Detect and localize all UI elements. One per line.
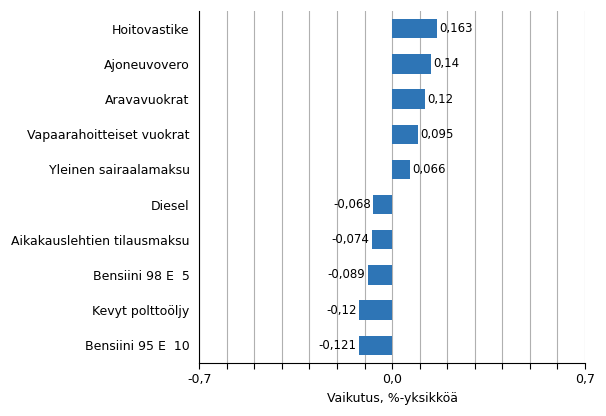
- Bar: [368, 265, 392, 285]
- Text: -0,068: -0,068: [333, 198, 371, 211]
- Text: 0,066: 0,066: [413, 163, 446, 176]
- Bar: [392, 124, 418, 144]
- Text: 0,14: 0,14: [433, 57, 459, 70]
- Bar: [371, 230, 392, 250]
- Text: -0,121: -0,121: [319, 339, 356, 352]
- Bar: [392, 54, 431, 74]
- Text: -0,089: -0,089: [328, 268, 365, 282]
- Text: -0,074: -0,074: [331, 233, 370, 246]
- X-axis label: Vaikutus, %-yksikköä: Vaikutus, %-yksikköä: [327, 392, 458, 405]
- Text: 0,12: 0,12: [427, 93, 453, 106]
- Bar: [392, 89, 425, 109]
- Text: -0,12: -0,12: [327, 304, 357, 317]
- Bar: [359, 300, 392, 320]
- Bar: [392, 160, 410, 179]
- Text: 0,095: 0,095: [421, 128, 454, 141]
- Bar: [392, 19, 437, 38]
- Bar: [373, 195, 392, 214]
- Text: 0,163: 0,163: [439, 22, 473, 35]
- Bar: [359, 336, 392, 355]
